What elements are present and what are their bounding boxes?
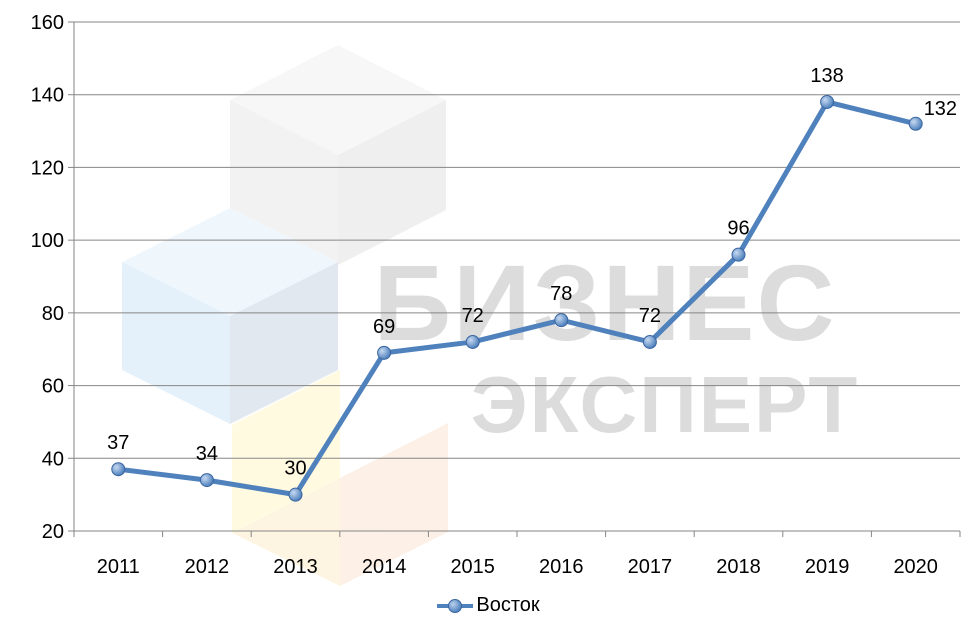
x-tick-label: 2015 bbox=[450, 556, 495, 578]
data-label: 37 bbox=[107, 432, 129, 454]
y-tick-label: 60 bbox=[42, 376, 64, 398]
data-label: 72 bbox=[462, 305, 484, 327]
x-tick-label: 2012 bbox=[185, 556, 230, 578]
legend-swatch bbox=[437, 598, 474, 613]
x-tick-label: 2017 bbox=[628, 556, 673, 578]
data-point bbox=[820, 94, 835, 109]
data-point bbox=[199, 473, 214, 488]
axes bbox=[68, 21, 961, 537]
x-axis-ticks: 2011 2012 2013 2014 2015 2016 2017 2018 2019 2020 bbox=[97, 556, 938, 578]
data-point bbox=[731, 247, 746, 262]
legend-label: Восток bbox=[476, 594, 540, 617]
data-point bbox=[377, 345, 392, 360]
y-tick-label: 140 bbox=[31, 85, 64, 107]
data-labels: 37 34 30 69 72 78 72 96 138 132 bbox=[107, 65, 957, 480]
x-tick-label: 2019 bbox=[805, 556, 850, 578]
x-tick-label: 2020 bbox=[893, 556, 938, 578]
series-layer bbox=[111, 94, 923, 502]
data-point bbox=[465, 334, 480, 349]
data-label: 138 bbox=[810, 65, 843, 87]
y-tick-label: 160 bbox=[31, 12, 64, 34]
data-label: 34 bbox=[196, 443, 218, 465]
data-label: 78 bbox=[550, 283, 572, 305]
x-tick-label: 2016 bbox=[539, 556, 584, 578]
data-point bbox=[642, 334, 657, 349]
x-tick-label: 2013 bbox=[273, 556, 318, 578]
x-tick-label: 2014 bbox=[362, 556, 407, 578]
watermark-text: БИЗНЕС ЭКСПЕРТ bbox=[374, 242, 860, 449]
y-tick-label: 100 bbox=[31, 230, 64, 252]
data-label: 96 bbox=[727, 218, 749, 240]
data-label: 69 bbox=[373, 316, 395, 338]
data-point bbox=[111, 462, 126, 477]
y-tick-label: 20 bbox=[42, 521, 64, 543]
x-tick-label: 2011 bbox=[97, 556, 140, 578]
legend: Восток bbox=[0, 594, 977, 617]
data-label: 72 bbox=[639, 305, 661, 327]
data-label: 132 bbox=[924, 98, 957, 120]
grid-lines bbox=[74, 21, 960, 459]
series-line bbox=[115, 99, 919, 498]
data-point bbox=[554, 313, 569, 328]
y-tick-label: 40 bbox=[42, 448, 64, 470]
watermark-logo bbox=[122, 45, 448, 586]
data-point bbox=[908, 116, 923, 131]
y-tick-label: 120 bbox=[31, 157, 64, 179]
data-point bbox=[288, 487, 303, 502]
y-tick-label: 80 bbox=[42, 303, 64, 325]
x-tick-label: 2018 bbox=[716, 556, 761, 578]
watermark-line2: ЭКСПЕРТ bbox=[471, 360, 860, 449]
y-axis-ticks: 20 40 60 80 100 120 140 160 bbox=[31, 12, 64, 543]
data-label: 30 bbox=[284, 458, 306, 480]
